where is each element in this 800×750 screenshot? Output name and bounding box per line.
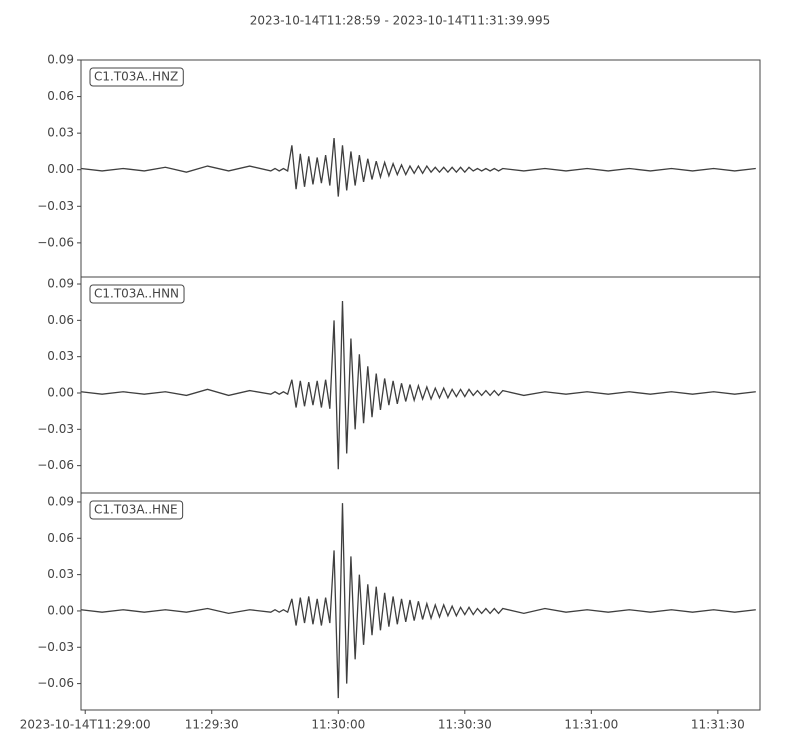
y-tick-label: 0.06 [47, 313, 74, 327]
y-tick-label: 0.00 [47, 162, 74, 176]
y-tick-label: 0.00 [47, 603, 74, 617]
legend-box [89, 284, 185, 304]
legend-label: C1.T03A..HNZ [94, 70, 178, 84]
waveform [80, 137, 756, 197]
y-tick-label: −0.03 [37, 422, 74, 436]
legend-box [89, 67, 184, 87]
y-tick-label: 0.06 [47, 531, 74, 545]
y-tick-label: 0.03 [47, 567, 74, 581]
y-tick-label: −0.06 [37, 235, 74, 249]
legend-label: C1.T03A..HNN [94, 287, 179, 301]
y-tick-label: 0.03 [47, 349, 74, 363]
x-tick-label: 2023-10-14T11:29:00 [20, 718, 151, 732]
x-tick-label: 11:29:30 [185, 718, 239, 732]
y-tick-label: 0.06 [47, 89, 74, 103]
y-tick-label: 0.09 [47, 494, 74, 508]
waveform [80, 503, 756, 699]
y-tick-label: 0.09 [47, 53, 74, 67]
x-tick-label: 11:31:30 [691, 718, 745, 732]
y-tick-label: −0.03 [37, 199, 74, 213]
y-tick-label: 0.03 [47, 126, 74, 140]
waveform [80, 300, 756, 470]
chart-title: 2023-10-14T11:28:59 - 2023-10-14T11:31:3… [250, 14, 551, 28]
y-tick-label: 0.00 [47, 385, 74, 399]
x-tick-label: 11:30:00 [311, 718, 365, 732]
y-tick-label: 0.09 [47, 277, 74, 291]
x-tick-label: 11:30:30 [438, 718, 492, 732]
y-tick-label: −0.06 [37, 458, 74, 472]
plot-frame [80, 492, 761, 711]
y-tick-label: −0.06 [37, 676, 74, 690]
y-tick-label: −0.03 [37, 640, 74, 654]
legend-label: C1.T03A..HNE [94, 503, 178, 517]
x-tick-label: 11:31:00 [564, 718, 618, 732]
legend-box [89, 500, 184, 520]
